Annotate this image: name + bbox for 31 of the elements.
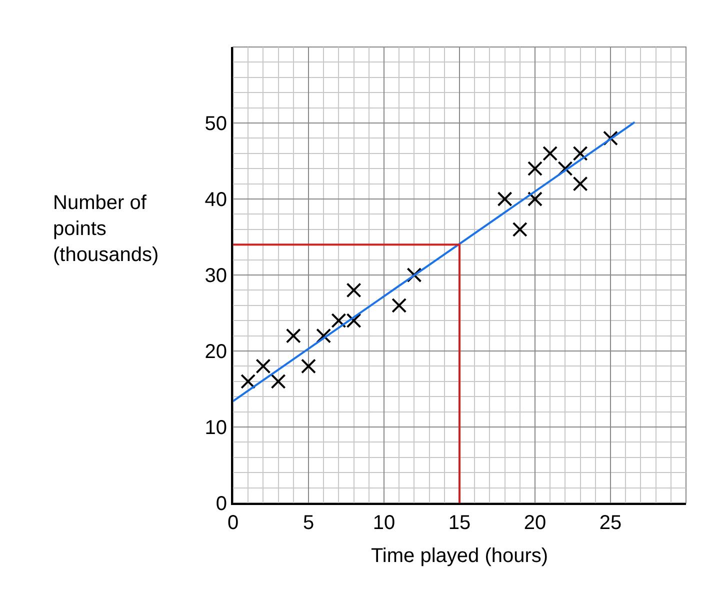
point: [346, 282, 362, 298]
y-axis-title: Number of points (thousands): [53, 192, 159, 266]
point: [316, 328, 332, 344]
point: [572, 146, 588, 161]
x-tick-label: 5: [302, 512, 314, 534]
y-tick-label: 20: [204, 341, 227, 363]
x-axis-title: Time played (hours): [370, 545, 548, 567]
x-tick-label: 25: [599, 512, 622, 534]
point: [240, 374, 256, 389]
point: [286, 328, 301, 344]
point: [603, 130, 618, 146]
point: [392, 298, 407, 313]
point: [301, 358, 316, 374]
y-tick-label: 30: [204, 265, 227, 287]
x-tick-label: 10: [372, 512, 396, 534]
y-tick-label: 40: [204, 189, 227, 211]
y-tick-label: 0: [216, 493, 227, 515]
point: [528, 161, 542, 176]
point: [542, 146, 558, 161]
point: [572, 176, 588, 192]
point: [528, 192, 542, 206]
y-tick-label: 10: [204, 417, 227, 439]
x-tick-label: 15: [448, 512, 471, 534]
point: [256, 358, 271, 374]
point: [497, 192, 512, 206]
point: [512, 222, 528, 237]
y-tick-label: 50: [204, 113, 227, 135]
point: [406, 268, 422, 282]
x-tick-label: 20: [524, 512, 546, 534]
point: [558, 161, 573, 176]
point: [270, 374, 286, 389]
